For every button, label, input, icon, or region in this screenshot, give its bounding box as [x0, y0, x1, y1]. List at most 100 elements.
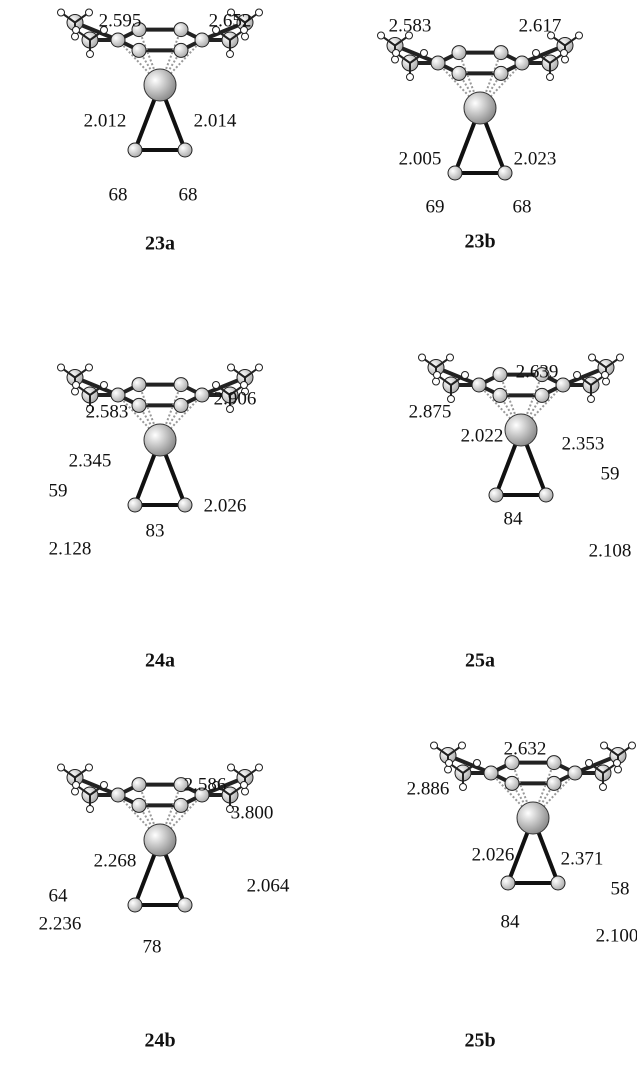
annotation: 2.022	[461, 425, 504, 446]
annotation: 68	[513, 196, 532, 217]
annotation: 2.875	[409, 401, 452, 422]
atom	[547, 776, 561, 790]
hydrogen	[445, 766, 452, 773]
atom	[174, 23, 188, 37]
metal	[505, 414, 537, 446]
annotation: 78	[143, 936, 162, 957]
atom	[132, 43, 146, 57]
annotation: 58	[611, 878, 630, 899]
atom	[452, 46, 466, 60]
hydrogen	[86, 9, 93, 16]
hydrogen	[228, 364, 235, 371]
atom	[174, 43, 188, 57]
atom	[174, 378, 188, 392]
hydrogen	[447, 354, 454, 361]
hydrogen	[72, 33, 79, 40]
hydrogen	[228, 764, 235, 771]
annotation: 2.005	[399, 148, 442, 169]
hydrogen	[72, 388, 79, 395]
hydrogen	[87, 806, 94, 813]
annotation: 2.064	[247, 875, 290, 896]
hydrogen	[446, 760, 453, 767]
annotation: 59	[49, 480, 68, 501]
hydrogen	[256, 764, 263, 771]
atom	[128, 898, 142, 912]
hydrogen	[86, 364, 93, 371]
hydrogen	[601, 742, 608, 749]
hydrogen	[101, 782, 108, 789]
atom	[498, 166, 512, 180]
hydrogen	[73, 382, 80, 389]
hydrogen	[460, 784, 467, 791]
annotation: 2.026	[204, 495, 247, 516]
hydrogen	[433, 378, 440, 385]
atom	[489, 488, 503, 502]
hydrogen	[574, 372, 581, 379]
hydrogen	[241, 782, 248, 789]
hydrogen	[614, 760, 621, 767]
atom	[128, 498, 142, 512]
atom	[493, 388, 507, 402]
atom	[493, 368, 507, 382]
hydrogen	[603, 378, 610, 385]
atom	[132, 378, 146, 392]
hydrogen	[378, 32, 385, 39]
annotation: 2.632	[504, 738, 547, 759]
atom	[132, 778, 146, 792]
hydrogen	[615, 766, 622, 773]
annotation: 2.652	[209, 10, 252, 31]
atom	[501, 876, 515, 890]
atom	[535, 388, 549, 402]
hydrogen	[86, 764, 93, 771]
annotation: 2.906	[214, 388, 257, 409]
annotation: 2.023	[514, 148, 557, 169]
metal	[517, 802, 549, 834]
structure-label: 23b	[464, 231, 495, 253]
hydrogen	[58, 9, 65, 16]
atom	[484, 766, 498, 780]
hydrogen	[617, 354, 624, 361]
hydrogen	[533, 50, 540, 57]
hydrogen	[600, 784, 607, 791]
hydrogen	[227, 51, 234, 58]
hydrogen	[419, 354, 426, 361]
atom	[494, 66, 508, 80]
annotation: 2.268	[94, 850, 137, 871]
hydrogen	[58, 364, 65, 371]
hydrogen	[576, 32, 583, 39]
hydrogen	[101, 382, 108, 389]
annotation: 2.128	[49, 538, 92, 559]
atom	[494, 46, 508, 60]
hydrogen	[562, 56, 569, 63]
atom	[195, 33, 209, 47]
hydrogen	[242, 788, 249, 795]
annotation: 83	[146, 520, 165, 541]
annotation: 2.371	[561, 848, 604, 869]
hydrogen	[392, 56, 399, 63]
molecules	[58, 9, 636, 912]
metal	[144, 824, 176, 856]
hydrogen	[474, 760, 481, 767]
atom	[505, 776, 519, 790]
atom	[568, 766, 582, 780]
metal	[144, 424, 176, 456]
annotation: 2.345	[69, 450, 112, 471]
hydrogen	[72, 788, 79, 795]
annotation: 64	[49, 885, 69, 906]
annotation: 68	[109, 184, 128, 205]
hydrogen	[547, 74, 554, 81]
hydrogen	[561, 50, 568, 57]
structure-label: 23a	[145, 233, 175, 255]
hydrogen	[589, 354, 596, 361]
structure-label: 24a	[145, 650, 175, 672]
hydrogen	[73, 782, 80, 789]
annotation: 2.886	[407, 778, 450, 799]
annotation: 3.800	[231, 802, 274, 823]
hydrogen	[629, 742, 636, 749]
annotation: 2.617	[519, 15, 562, 36]
atom	[452, 66, 466, 80]
hydrogen	[434, 372, 441, 379]
annotation: 2.014	[194, 110, 237, 131]
atom	[174, 798, 188, 812]
